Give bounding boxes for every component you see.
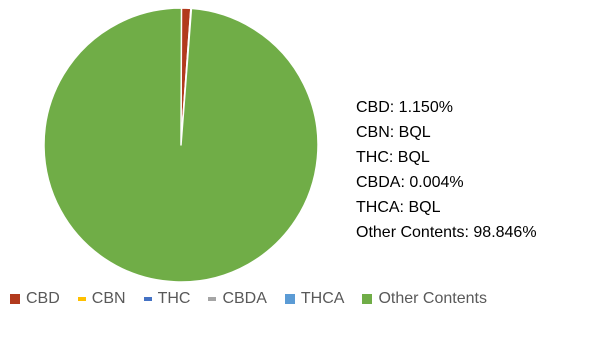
legend-item-cbn: CBN [77, 290, 126, 308]
legend-item-thc: THC [143, 290, 191, 308]
legend-item-other-contents: Other Contents [362, 290, 487, 308]
pie-slice-other-contents [43, 7, 319, 283]
legend-swatch-cbd [10, 294, 20, 304]
legend-item-thca: THCA [284, 290, 345, 308]
legend-item-cbd: CBD [10, 290, 60, 308]
legend-label-cbda: CBDA [222, 290, 267, 307]
data-labels: CBD: 1.150% CBN: BQL THC: BQL CBDA: 0.00… [356, 95, 537, 245]
label-thc: THC: BQL [356, 149, 430, 166]
legend-label-cbn: CBN [91, 290, 126, 307]
label-cbd: CBD: 1.150% [356, 99, 453, 116]
label-cbn: CBN: BQL [356, 124, 431, 141]
legend-item-cbda: CBDA [208, 290, 267, 308]
legend-label-thc: THC [157, 290, 191, 307]
label-cbda: CBDA: 0.004% [356, 174, 464, 191]
legend-swatch-cbda [208, 297, 217, 301]
pie-chart [43, 7, 319, 283]
label-other-contents: Other Contents: 98.846% [356, 224, 537, 241]
legend-swatch-thca [284, 294, 295, 304]
legend: CBD CBN THC CBDA THCA Other Contents [10, 286, 487, 312]
legend-swatch-thc [143, 297, 152, 301]
legend-swatch-cbn [77, 297, 86, 301]
legend-label-thca: THCA [300, 290, 345, 307]
legend-label-cbd: CBD [26, 290, 60, 307]
legend-swatch-other-contents [362, 294, 373, 304]
label-thca: THCA: BQL [356, 199, 441, 216]
legend-label-other-contents: Other Contents [378, 290, 487, 307]
